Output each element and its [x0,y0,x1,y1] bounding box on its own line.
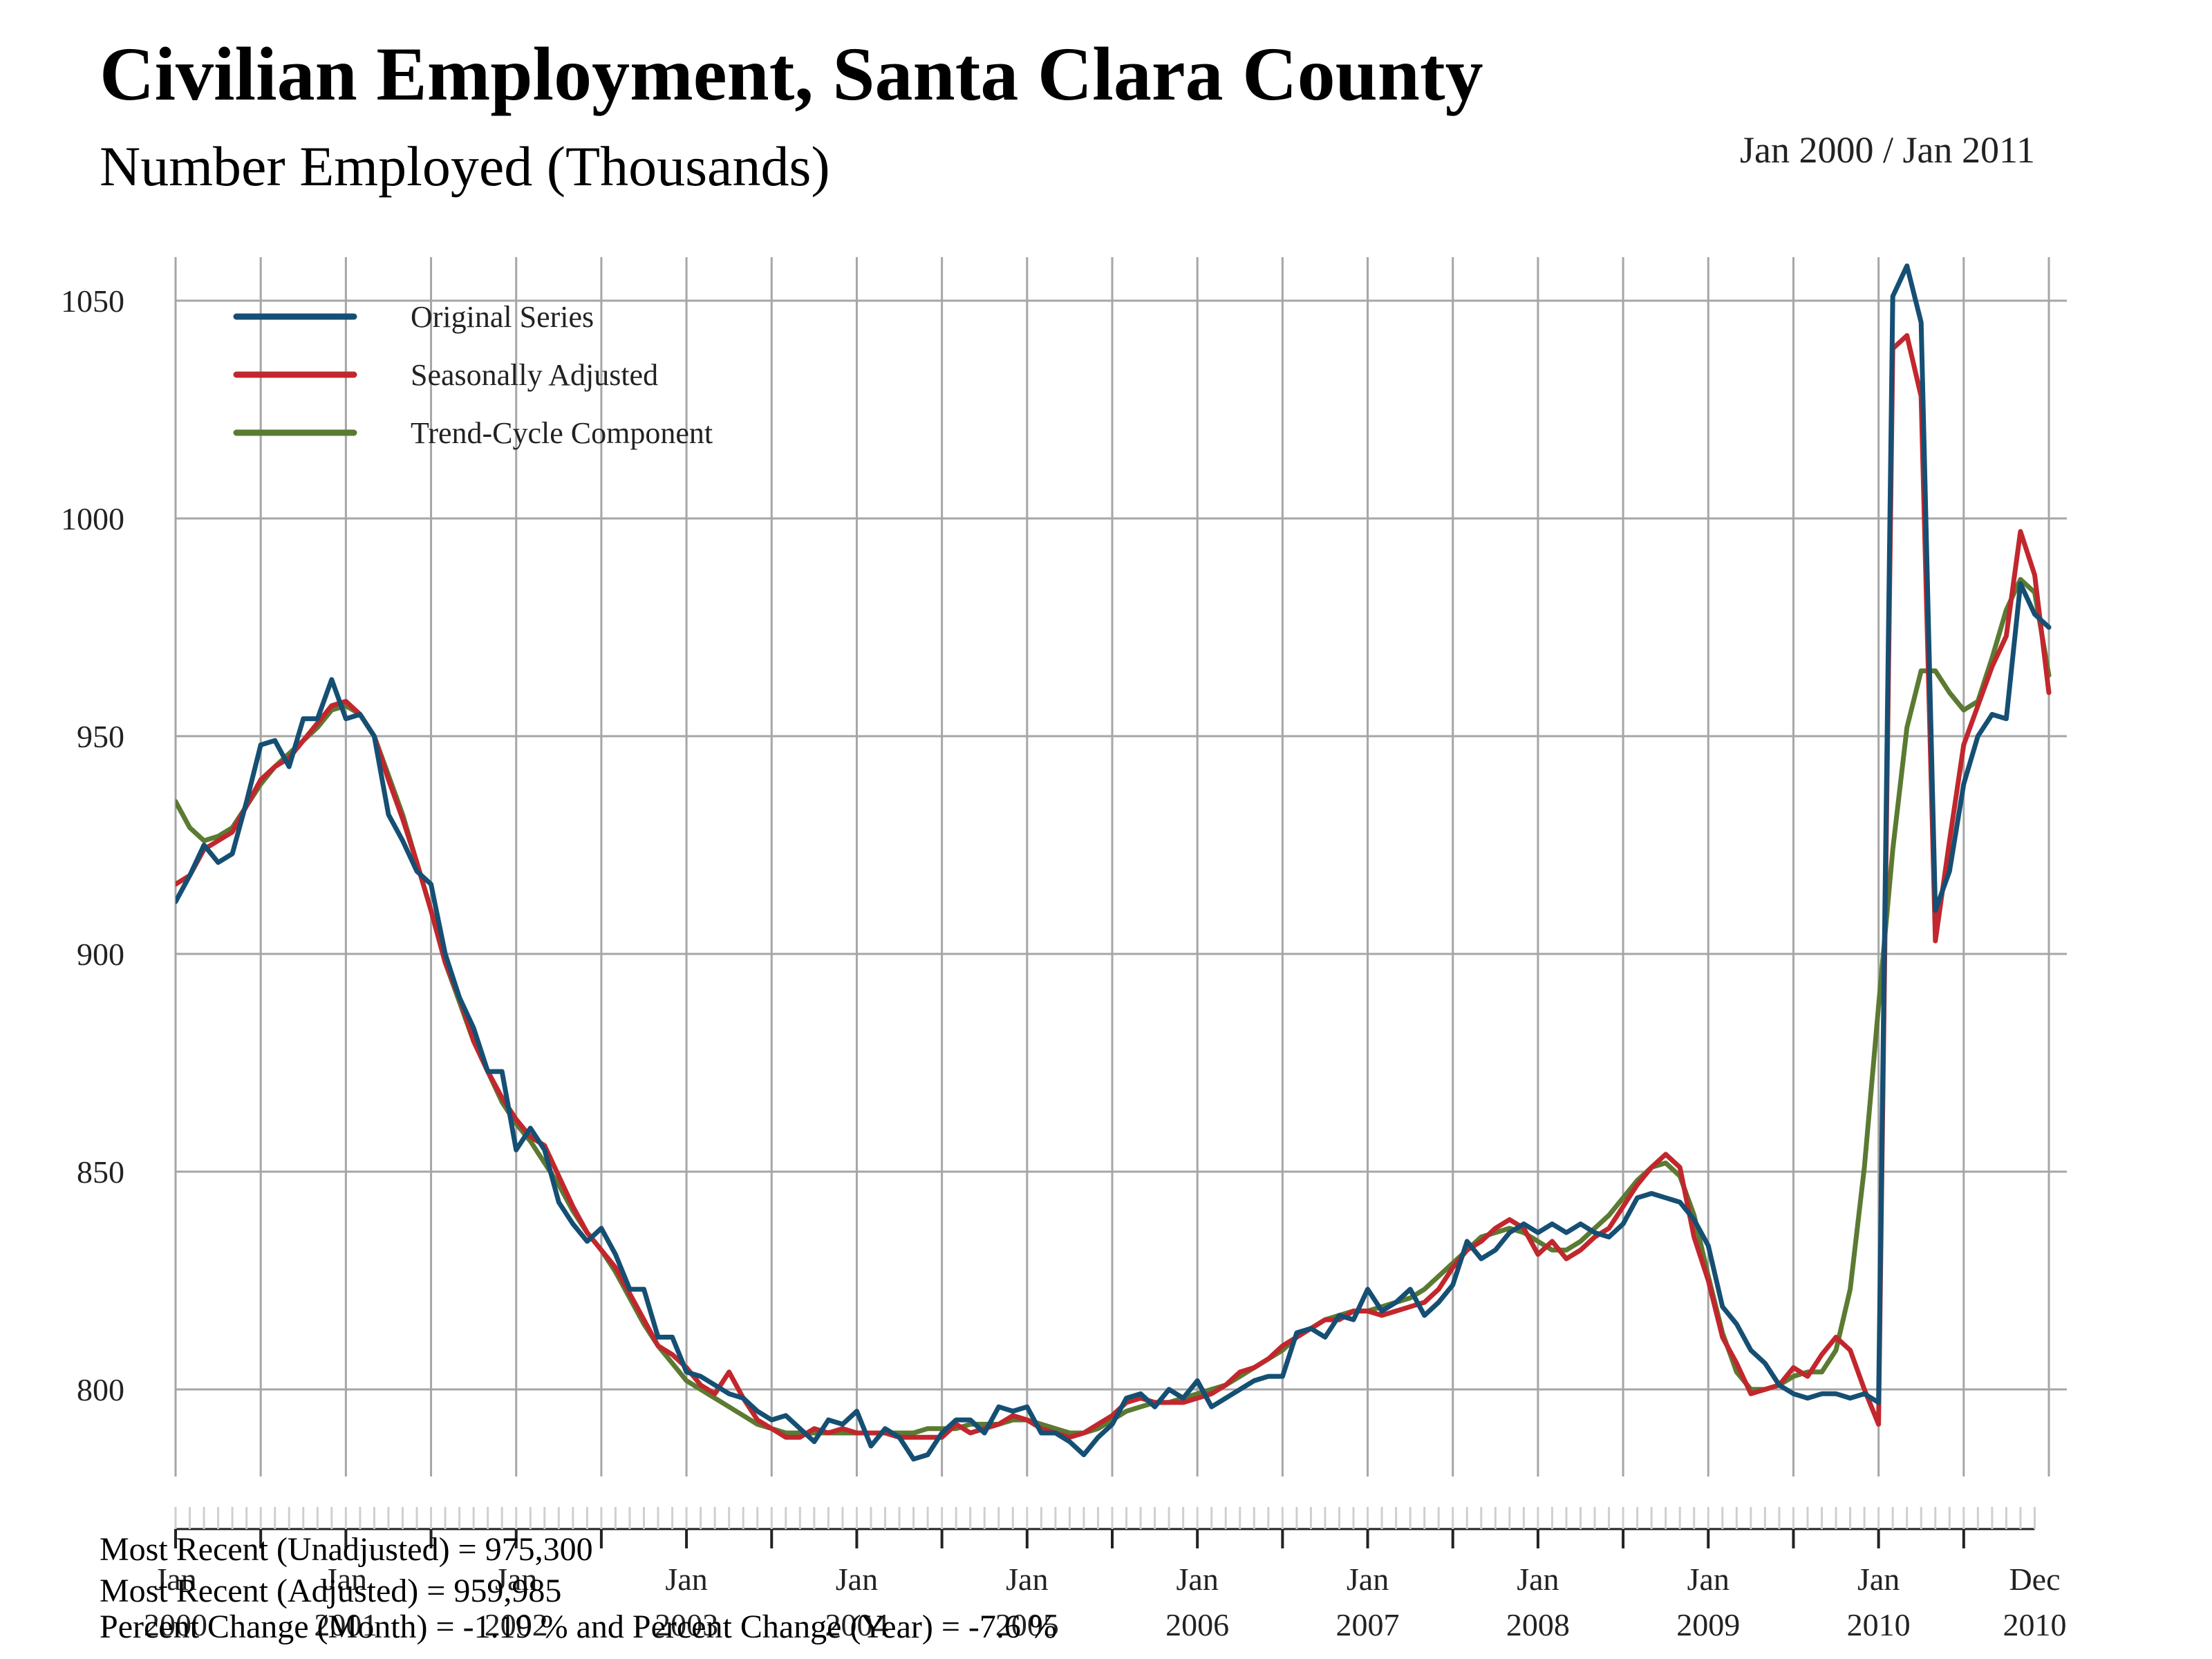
most-recent-unadjusted: Most Recent (Unadjusted) = 975,300 [100,1531,593,1568]
x-tick-label-month: Jan [1177,1562,1219,1597]
percent-change: Percent Change (Month) = -1.19 % and Per… [100,1609,1057,1645]
x-tick-label-year: 2003 [655,1607,718,1642]
x-tick-label-month: Jan [836,1562,878,1597]
x-tick-label-month: Jan [495,1562,537,1597]
x-tick-label-year: 2007 [1336,1607,1400,1642]
x-tick-label-month: Jan [1347,1562,1389,1597]
legend: Original Series Seasonally Adjusted Trend-… [233,300,713,450]
x-tick-label-month: Jan [1687,1562,1730,1597]
grid [174,257,2067,1477]
x-tick-label-year: 2006 [1165,1607,1229,1642]
date-range: Jan 2000 / Jan 2011 [1740,129,2035,171]
x-tick-label-year: 2000 [144,1607,207,1642]
x-tick-label-month: Dec [2009,1562,2060,1597]
x-tick-label-month: Jan [1006,1562,1048,1597]
most-recent-adjusted: Most Recent (Adjusted) = 959,985 [100,1573,562,1609]
x-tick-label-year: 2010 [2003,1607,2066,1642]
y-tick-label: 800 [77,1372,124,1407]
series-line-original [176,263,2052,1462]
axes: 800 850 900 950 1000 1050 Jan 2000 Jan 2001 Jan 200… [61,283,2066,1642]
y-tick-label: 900 [77,937,124,972]
legend-item-adjusted-label: Seasonally Adjusted [411,358,658,392]
x-tick-label-month: Jan [325,1562,367,1597]
x-tick-label-year: 2009 [1676,1607,1740,1642]
x-tick-label-year: 2001 [314,1607,377,1642]
x-tick-label-year: 2005 [995,1607,1059,1642]
x-tick-label-month: Jan [1517,1562,1559,1597]
x-tick-label-month: Jan [154,1562,196,1597]
chart-title: Civilian Employment, Santa Clara County [100,32,1483,116]
legend-item-original-label: Original Series [411,300,594,334]
y-tick-label: 950 [77,719,124,754]
x-tick-label-month: Jan [1857,1562,1900,1597]
y-tick-label: 1000 [61,501,124,536]
x-tick-label-year: 2002 [485,1607,548,1642]
x-tick-label-year: 2010 [1847,1607,1911,1642]
x-tick-label-month: Jan [665,1562,707,1597]
series-lines [176,263,2052,1462]
legend-item-trend-label: Trend-Cycle Component [411,416,713,450]
y-tick-label: 850 [77,1154,124,1190]
x-tick-label-year: 2004 [825,1607,888,1642]
y-tick-label: 1050 [61,283,124,319]
x-tick-label-year: 2008 [1506,1607,1570,1642]
chart-subtitle: Number Employed (Thousands) [100,135,830,198]
